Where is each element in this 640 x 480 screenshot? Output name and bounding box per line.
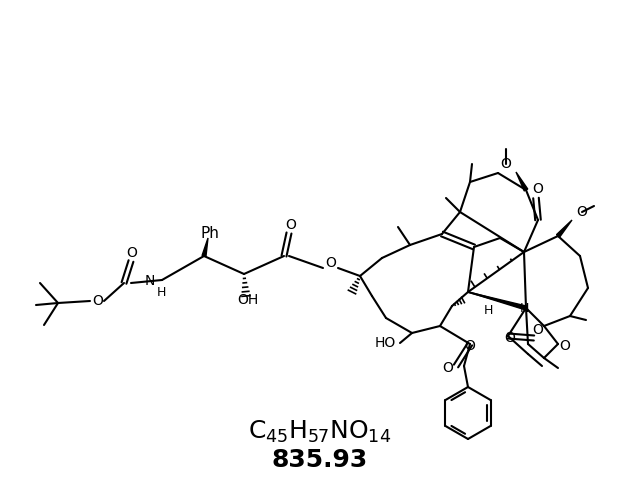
Polygon shape [557,220,572,237]
Text: Ph: Ph [200,226,220,240]
Text: O: O [285,218,296,232]
Text: O: O [504,331,515,345]
Text: H: H [156,287,166,300]
Text: OH: OH [237,293,259,307]
Text: H: H [519,301,529,314]
Text: HO: HO [375,336,396,350]
Text: O: O [443,361,453,375]
Text: O: O [559,339,570,353]
Text: 835.93: 835.93 [272,448,368,472]
Text: O: O [326,256,337,270]
Polygon shape [516,172,528,191]
Text: O: O [532,323,543,337]
Text: H: H [483,303,493,316]
Text: N: N [145,274,155,288]
Text: O: O [465,339,476,353]
Text: O: O [500,157,511,171]
Polygon shape [202,238,208,256]
Text: O: O [93,294,104,308]
Polygon shape [468,292,527,310]
Text: O: O [577,205,588,219]
Text: O: O [127,246,138,260]
Text: O: O [532,182,543,196]
Text: C$_{45}$H$_{57}$NO$_{14}$: C$_{45}$H$_{57}$NO$_{14}$ [248,419,392,445]
